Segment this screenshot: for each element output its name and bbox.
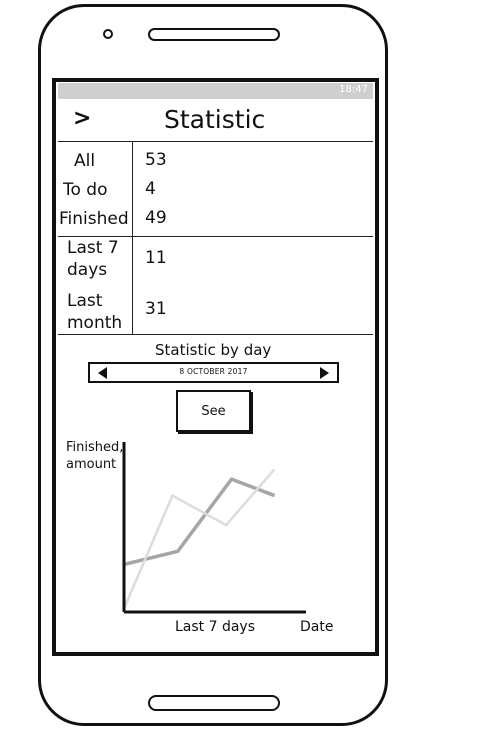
chevron-right-icon: > [73, 106, 92, 131]
divider [58, 334, 373, 335]
arrow-right-icon[interactable] [320, 367, 329, 379]
stat-label-todo: To do [63, 180, 108, 200]
table-column-divider [132, 141, 133, 334]
earpiece-speaker [148, 28, 280, 41]
front-camera [103, 29, 113, 39]
stat-label-lastmonth-line2: month [67, 313, 123, 333]
series-line-2 [122, 468, 276, 610]
series-line-1 [123, 477, 276, 567]
chart-ylabel-line2: amount [66, 457, 117, 472]
page-title: Statistic [164, 105, 266, 134]
date-picker-value: 8 OCTOBER 2017 [179, 367, 248, 376]
date-picker[interactable]: 8 OCTOBER 2017 [88, 362, 339, 383]
stat-value-last7: 11 [145, 248, 167, 268]
back-button[interactable]: > [73, 106, 91, 131]
stat-value-all: 53 [145, 150, 167, 170]
status-time: 18:47 [339, 84, 368, 95]
stat-label-last7-line1: Last 7 [67, 238, 119, 258]
stat-label-lastmonth-line1: Last [67, 291, 103, 311]
stat-value-lastmonth: 31 [145, 299, 167, 319]
section-heading: Statistic by day [155, 341, 272, 359]
chart-ylabel-line1: Finished, [66, 440, 124, 455]
stat-value-todo: 4 [145, 179, 156, 199]
see-button[interactable]: See [176, 390, 251, 432]
home-button[interactable] [148, 695, 280, 711]
stat-label-all: All [74, 151, 96, 171]
stat-value-finished: 49 [145, 208, 167, 228]
arrow-left-icon[interactable] [98, 367, 107, 379]
chart-xlabel: Last 7 days [175, 619, 256, 635]
line-chart [122, 442, 306, 614]
divider [58, 236, 373, 237]
stat-label-last7-line2: days [67, 260, 108, 280]
stat-label-finished: Finished [59, 209, 129, 229]
phone-frame [38, 4, 388, 726]
divider [58, 141, 373, 142]
chart-xaxis-end-label: Date [300, 619, 334, 635]
status-bar: 18:47 [58, 83, 373, 99]
see-button-label: See [201, 404, 226, 419]
